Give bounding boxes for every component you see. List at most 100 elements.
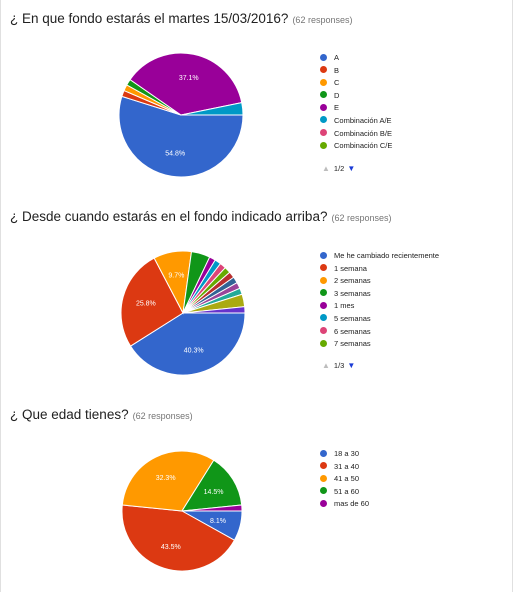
pager-label: 1/2 [333, 164, 345, 173]
legend-swatch [320, 264, 327, 272]
legend-item-c[interactable]: C [320, 77, 392, 90]
legend-item-d[interactable]: D [320, 90, 392, 103]
legend-item-combinaci-n-b-e[interactable]: Combinación B/E [320, 128, 392, 141]
legend-label: E [334, 103, 340, 113]
legend-item-e[interactable]: E [320, 102, 392, 115]
legend-label: 51 a 60 [334, 486, 360, 496]
legend-swatch [320, 449, 327, 457]
data-label-a: 54.8% [165, 150, 185, 157]
question-header: ¿ Desde cuando estarás en el fondo indic… [10, 208, 392, 226]
pie-slice-mas-de-60[interactable] [181, 504, 243, 512]
legend-item-18-a-30[interactable]: 18 a 30 [320, 448, 369, 461]
pie-slice-31-a-40[interactable] [121, 504, 236, 572]
data-label-31-a-40: 43.5% [161, 544, 181, 551]
legend-label: C [334, 78, 340, 88]
legend-swatch [320, 116, 327, 124]
legend-item-1-mes[interactable]: 1 mes [320, 300, 439, 313]
legend-label: 31 a 40 [334, 461, 360, 471]
legend-item-31-a-40[interactable]: 31 a 40 [320, 461, 369, 474]
legend-label: 6 semanas [334, 326, 371, 336]
legend-item-combinaci-n-a-e[interactable]: Combinación A/E [320, 115, 392, 128]
chart-legend: Me he cambiado recientemente 1 semana 2 se… [320, 250, 439, 351]
legend-swatch [320, 314, 327, 322]
legend-label: 7 semanas [334, 339, 371, 349]
legend-swatch [320, 499, 327, 507]
legend-swatch [320, 103, 327, 111]
legend-swatch [320, 251, 327, 259]
data-label-1-semana: 25.8% [136, 301, 156, 308]
data-label-18-a-30: 8.1% [210, 518, 226, 525]
pie-slice-a[interactable] [118, 95, 244, 178]
legend-swatch [320, 66, 327, 74]
response-count: (62 responses) [331, 213, 392, 223]
pie-chart: 54.8% 37.1% [118, 52, 244, 178]
legend-swatch [320, 487, 327, 495]
legend-swatch [320, 462, 327, 470]
legend-swatch [320, 78, 327, 86]
legend-item-a[interactable]: A [320, 52, 392, 65]
legend-swatch [320, 129, 327, 137]
legend-label: 2 semanas [334, 276, 371, 286]
legend-item-mas-de-60[interactable]: mas de 60 [320, 498, 369, 511]
pager-up-icon[interactable]: ▲ [322, 361, 330, 370]
legend-item-51-a-60[interactable]: 51 a 60 [320, 486, 369, 499]
legend-swatch [320, 91, 327, 99]
question-header: ¿ En que fondo estarás el martes 15/03/2… [10, 10, 352, 28]
legend-label: mas de 60 [334, 499, 370, 509]
legend-swatch [320, 276, 327, 284]
question-title: ¿ En que fondo estarás el martes 15/03/2… [10, 11, 289, 26]
data-label-2-semanas: 9.7% [168, 273, 184, 280]
legend-pager[interactable]: ▲ 1/3 ▼ [322, 361, 355, 370]
pie-chart: 40.3% 25.8% 9.7% [120, 250, 246, 376]
legend-item-combinaci-n-c-e[interactable]: Combinación C/E [320, 140, 392, 153]
data-label-41-a-50: 32.3% [156, 475, 176, 482]
legend-swatch [320, 301, 327, 309]
legend-item-41-a-50[interactable]: 41 a 50 [320, 473, 369, 486]
pie-slice-e[interactable] [129, 52, 243, 116]
frame-right-border [512, 0, 513, 592]
response-count: (62 responses) [292, 15, 353, 25]
legend-item-b[interactable]: B [320, 65, 392, 78]
response-count: (62 responses) [132, 411, 193, 421]
legend-pager[interactable]: ▲ 1/2 ▼ [322, 164, 355, 173]
frame-left-border [0, 0, 1, 592]
legend-swatch [320, 141, 327, 149]
pie-slice-otros-6[interactable] [182, 306, 246, 314]
pie-slice-51-a-60[interactable] [181, 459, 243, 512]
legend-item-2-semanas[interactable]: 2 semanas [320, 275, 439, 288]
pie-slice-1-semana[interactable] [120, 257, 184, 347]
legend-item-7-semanas[interactable]: 7 semanas [320, 338, 439, 351]
legend-label: A [334, 53, 340, 62]
legend-item-5-semanas[interactable]: 5 semanas [320, 313, 439, 326]
legend-label: 5 semanas [334, 313, 371, 323]
legend-swatch [320, 289, 327, 297]
legend-swatch [320, 339, 327, 347]
legend-item-me-he-cambiado-recientemente[interactable]: Me he cambiado recientemente [320, 250, 439, 263]
data-label-51-a-60: 14.5% [204, 489, 224, 496]
pager-down-icon[interactable]: ▼ [347, 164, 356, 173]
legend-label: 1 mes [334, 301, 355, 311]
pager-down-icon[interactable]: ▼ [347, 361, 356, 370]
legend-swatch [320, 327, 327, 335]
pie-slice-combinaci-n-a-e[interactable] [180, 102, 244, 116]
data-label-me-he-cambiado-recientemente: 40.3% [184, 347, 204, 354]
legend-label: 3 semanas [334, 288, 371, 298]
legend-label: 1 semana [334, 263, 367, 273]
legend-label: Me he cambiado recientemente [334, 251, 440, 260]
data-label-e: 37.1% [179, 75, 199, 82]
chart-legend: 18 a 30 31 a 40 41 a 50 51 a 60 mas de 60 [320, 448, 369, 511]
legend-item-1-semana[interactable]: 1 semana [320, 263, 439, 276]
legend-label: Combinación C/E [334, 141, 393, 151]
pager-up-icon[interactable]: ▲ [322, 164, 330, 173]
legend-label: Combinación A/E [334, 115, 392, 125]
pie-chart: 8.1% 43.5% 32.3% 14.5% [121, 450, 243, 572]
pager-label: 1/3 [333, 361, 345, 370]
chart-legend: A B C D E Combinación A/E Combinación B/E Combi… [320, 52, 392, 153]
legend-label: Combinación B/E [334, 128, 392, 138]
question-title: ¿ Desde cuando estarás en el fondo indic… [10, 209, 328, 224]
legend-item-6-semanas[interactable]: 6 semanas [320, 326, 439, 339]
legend-item-3-semanas[interactable]: 3 semanas [320, 288, 439, 301]
question-title: ¿ Que edad tienes? [10, 407, 129, 422]
legend-swatch [320, 474, 327, 482]
legend-label: B [334, 65, 340, 75]
